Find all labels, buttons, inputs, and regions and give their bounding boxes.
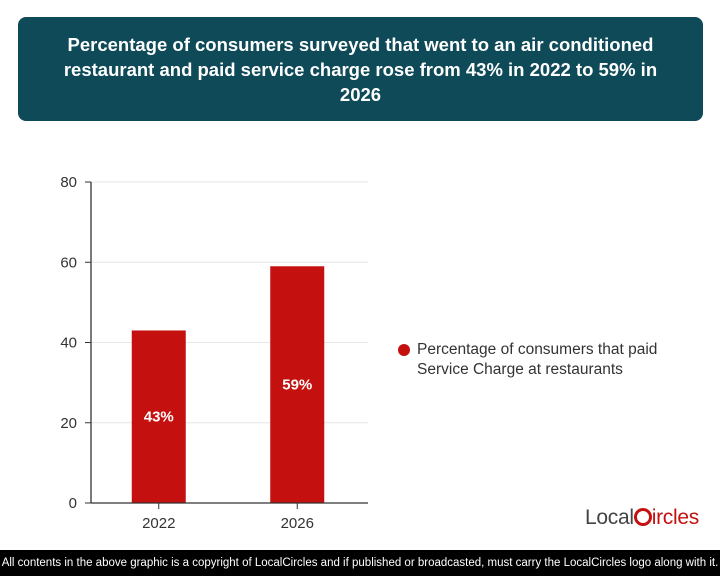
y-tick-label: 20 (60, 415, 77, 432)
legend-marker (398, 344, 410, 356)
copyright-footer: All contents in the above graphic is a c… (0, 550, 720, 576)
bar (131, 330, 186, 503)
legend-label: Percentage of consumers that paid Servic… (417, 341, 658, 378)
y-tick-label: 0 (69, 495, 77, 512)
logo-text-red: ircles (651, 506, 700, 529)
data-label: 43% (144, 409, 174, 426)
y-tick-label: 80 (60, 174, 77, 191)
y-tick-label: 60 (60, 254, 77, 271)
x-tick-label: 2026 (281, 515, 314, 532)
logo-pin-icon (633, 508, 652, 526)
legend: Percentage of consumers that paid Servic… (398, 340, 707, 380)
data-label: 59% (282, 377, 312, 394)
x-tick-label: 2022 (142, 515, 175, 532)
chart-title: Percentage of consumers surveyed that we… (18, 17, 703, 121)
y-tick-label: 40 (60, 335, 77, 352)
bar (270, 266, 325, 503)
localcircles-logo: Local ircles (585, 506, 699, 530)
logo-text: Local (585, 506, 634, 529)
